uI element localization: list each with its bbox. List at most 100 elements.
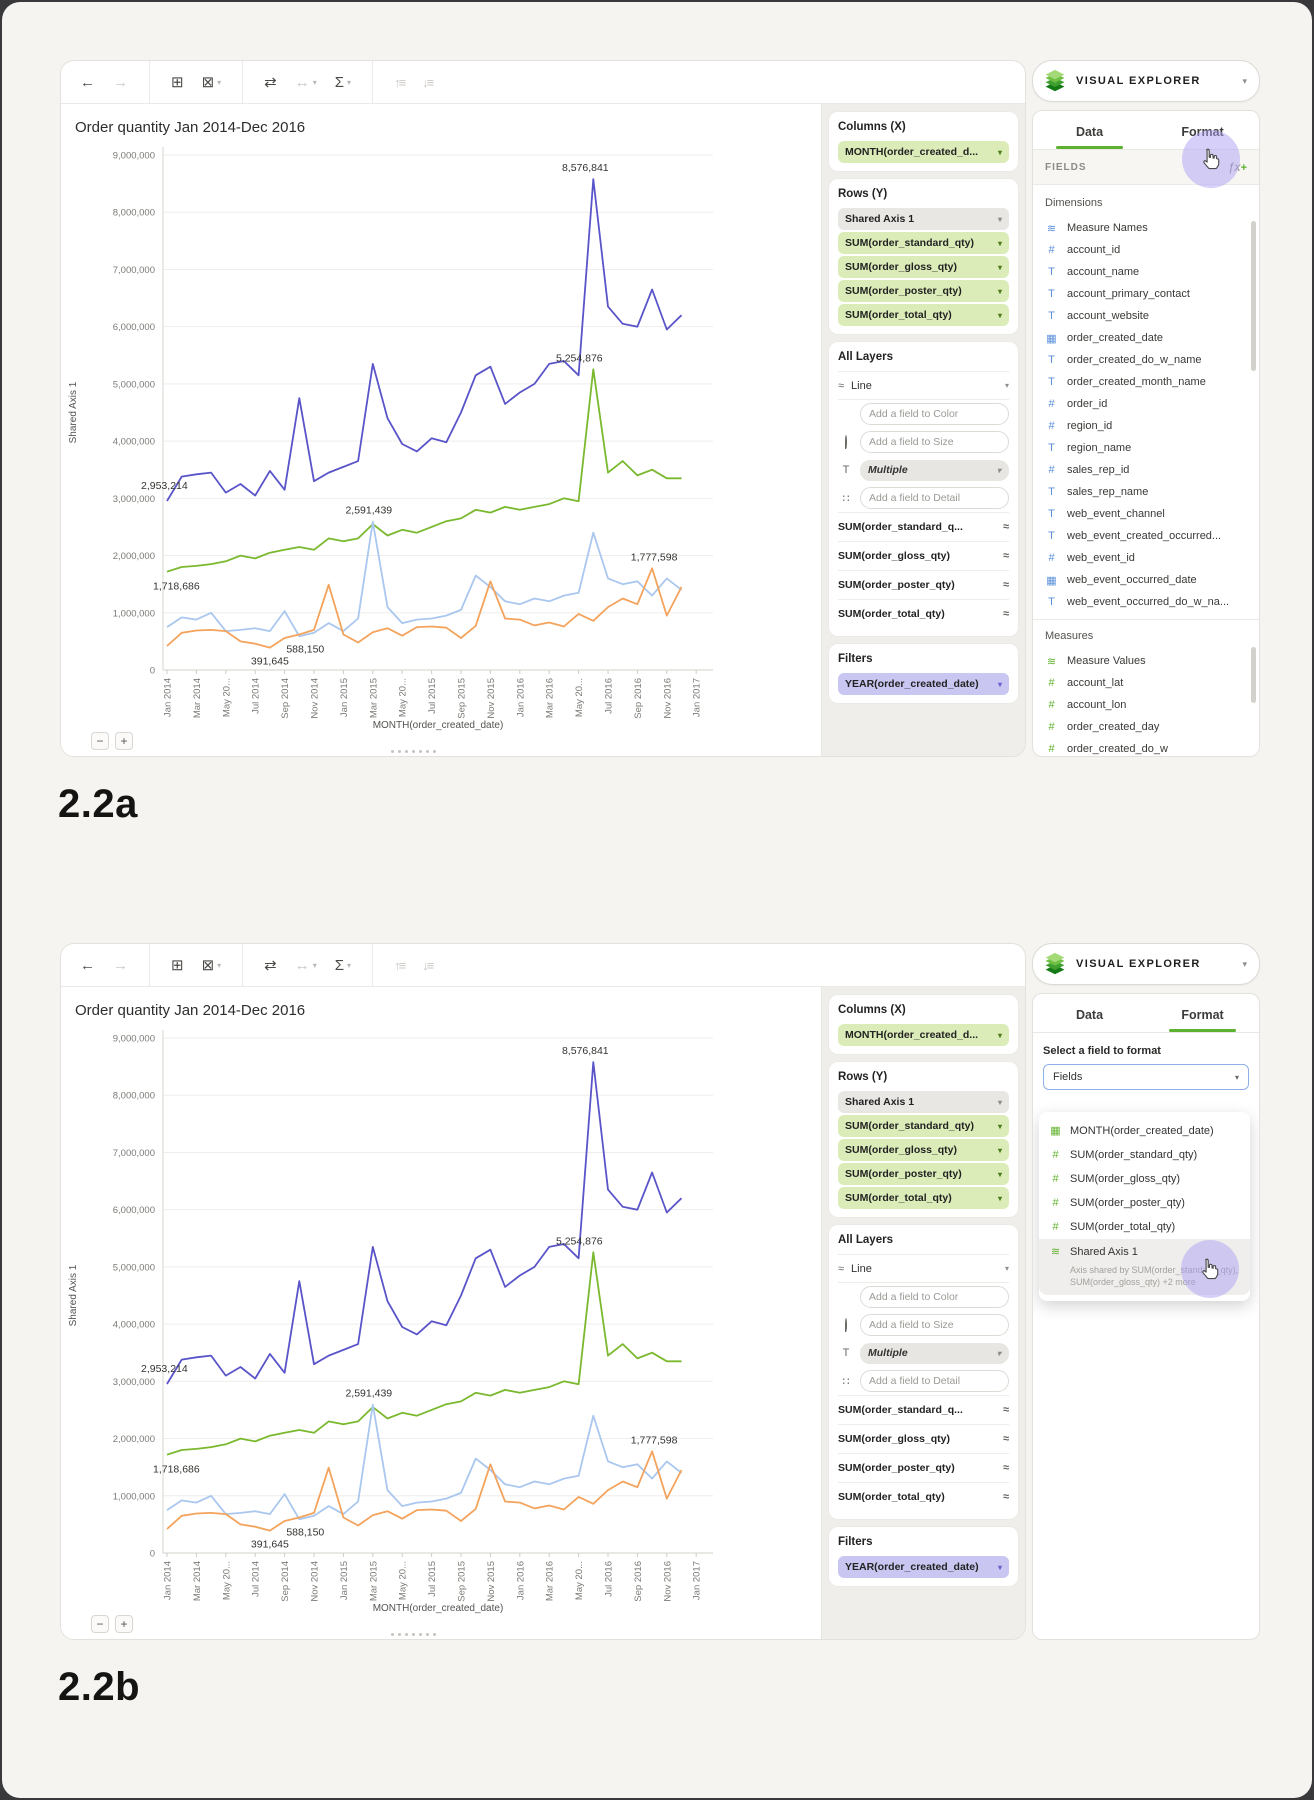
field-item-order-created-day[interactable]: # order_created_day — [1045, 716, 1247, 738]
visual-explorer-button[interactable]: VISUAL EXPLORER ▾ — [1032, 60, 1260, 102]
field-format-select[interactable]: Fields ▾ — [1043, 1064, 1249, 1090]
add-calculated-field-icon[interactable]: ƒx+ — [1227, 160, 1247, 174]
series-order_poster_qty[interactable] — [166, 1450, 683, 1532]
shelf-pill-month-order-created-d[interactable]: MONTH(order_created_d... ▾ — [838, 1024, 1009, 1046]
field-item-measure-names[interactable]: ≋ Measure Names — [1045, 217, 1247, 239]
menu-item-sum-order-gloss-qty[interactable]: # SUM(order_gloss_qty) — [1039, 1167, 1250, 1191]
menu-item-sum-order-standard-qty[interactable]: # SUM(order_standard_qty) — [1039, 1143, 1250, 1167]
shelf-pill-sum-order-standard-qty[interactable]: SUM(order_standard_qty) ▾ — [838, 232, 1009, 254]
text-field-pill[interactable]: Multiple ▾ — [860, 1342, 1009, 1364]
order-quantity-line-chart[interactable]: 0 1,000,000 2,000,000 3,000,000 4,000,000 5,0… — [61, 1021, 821, 1633]
tab-data[interactable]: Data — [1075, 1008, 1104, 1022]
menu-item-sum-order-total-qty[interactable]: # SUM(order_total_qty) — [1039, 1215, 1250, 1239]
field-item-order-created-date[interactable]: ▦ order_created_date — [1045, 327, 1247, 349]
shelf-pill-sum-order-gloss-qty[interactable]: SUM(order_gloss_qty) ▾ — [838, 1139, 1009, 1161]
measure-row-sum-order-standard-q[interactable]: SUM(order_standard_q... ≈ — [838, 1395, 1009, 1424]
zoom-out-button[interactable]: − — [91, 732, 109, 750]
series-order_poster_qty[interactable] — [166, 567, 683, 649]
menu-item-sum-order-poster-qty[interactable]: # SUM(order_poster_qty) — [1039, 1191, 1250, 1215]
series-order_gloss_qty[interactable] — [166, 520, 683, 638]
field-item-measure-values[interactable]: ≋ Measure Values — [1045, 650, 1247, 672]
shelf-pill-year-order-created-date[interactable]: YEAR(order_created_date) ▾ — [838, 673, 1009, 695]
series-order_standard_qty[interactable] — [166, 1251, 682, 1456]
shelf-pill-month-order-created-d[interactable]: MONTH(order_created_d... ▾ — [838, 141, 1009, 163]
shelf-pill-sum-order-gloss-qty[interactable]: SUM(order_gloss_qty) ▾ — [838, 256, 1009, 278]
measure-row-sum-order-poster-qty[interactable]: SUM(order_poster_qty) ≈ — [838, 1453, 1009, 1482]
visual-explorer-button[interactable]: VISUAL EXPLORER ▾ — [1032, 943, 1260, 985]
dimensions-scrollbar[interactable] — [1251, 221, 1256, 371]
tab-format[interactable]: Format — [1146, 994, 1259, 1032]
measure-row-sum-order-standard-q[interactable]: SUM(order_standard_q... ≈ — [838, 512, 1009, 541]
zoom-in-button[interactable]: + — [115, 732, 133, 750]
field-item-account-lon[interactable]: # account_lon — [1045, 694, 1247, 716]
field-item-web-event-occurred-date[interactable]: ▦ web_event_occurred_date — [1045, 569, 1247, 591]
detail-field-input[interactable]: Add a field to Detail — [860, 487, 1009, 509]
clear-chart-icon[interactable]: ⊠ ▾ — [193, 944, 231, 986]
aggregate-icon[interactable]: Σ ▾ — [326, 61, 360, 103]
field-item-order-id[interactable]: # order_id — [1045, 393, 1247, 415]
measure-row-sum-order-gloss-qty[interactable]: SUM(order_gloss_qty) ≈ — [838, 541, 1009, 570]
series-order_total_qty[interactable] — [166, 178, 683, 502]
detail-field-input[interactable]: Add a field to Detail — [860, 1370, 1009, 1392]
series-order_standard_qty[interactable] — [166, 368, 682, 573]
mark-type-select[interactable]: ≈ Line ▾ — [838, 371, 1009, 400]
text-field-pill[interactable]: Multiple ▾ — [860, 459, 1009, 481]
measure-row-sum-order-total-qty[interactable]: SUM(order_total_qty) ≈ — [838, 599, 1009, 628]
field-name: Measure Values — [1067, 655, 1146, 667]
field-item-web-event-id[interactable]: # web_event_id — [1045, 547, 1247, 569]
shelf-pill-sum-order-poster-qty[interactable]: SUM(order_poster_qty) ▾ — [838, 280, 1009, 302]
scroll-indicator[interactable] — [391, 750, 436, 753]
size-field-input[interactable]: Add a field to Size — [860, 1314, 1009, 1336]
size-field-input[interactable]: Add a field to Size — [860, 431, 1009, 453]
layer-row-color: Add a field to Color — [838, 1283, 1009, 1311]
shelf-pill-shared-axis-1[interactable]: Shared Axis 1 ▾ — [838, 1091, 1009, 1113]
field-item-region-id[interactable]: # region_id — [1045, 415, 1247, 437]
duplicate-chart-icon[interactable]: ⊞ — [162, 61, 193, 103]
tab-format[interactable]: Format — [1181, 125, 1224, 139]
duplicate-chart-icon[interactable]: ⊞ — [162, 944, 193, 986]
color-field-input[interactable]: Add a field to Color — [860, 1286, 1009, 1308]
field-name: order_created_month_name — [1067, 376, 1206, 388]
back-icon[interactable]: ← — [71, 61, 104, 103]
shelf-pill-year-order-created-date[interactable]: YEAR(order_created_date) ▾ — [838, 1556, 1009, 1578]
clear-chart-icon[interactable]: ⊠ ▾ — [193, 61, 231, 103]
menu-item-month-order-created-date[interactable]: ▦ MONTH(order_created_date) — [1039, 1118, 1250, 1143]
back-icon[interactable]: ← — [71, 944, 104, 986]
field-item-order-created-do-w[interactable]: # order_created_do_w — [1045, 738, 1247, 756]
series-order_gloss_qty[interactable] — [166, 1403, 683, 1521]
scroll-indicator[interactable] — [391, 1633, 436, 1636]
color-field-input[interactable]: Add a field to Color — [860, 403, 1009, 425]
field-item-account-id[interactable]: # account_id — [1045, 239, 1247, 261]
mark-type-select[interactable]: ≈ Line ▾ — [838, 1254, 1009, 1283]
swap-axes-icon[interactable]: ⇄ — [255, 944, 286, 986]
order-quantity-line-chart[interactable]: 0 1,000,000 2,000,000 3,000,000 4,000,000 5,0… — [61, 138, 821, 750]
measure-row-sum-order-total-qty[interactable]: SUM(order_total_qty) ≈ — [838, 1482, 1009, 1511]
zoom-out-button[interactable]: − — [91, 1615, 109, 1633]
measure-row-sum-order-poster-qty[interactable]: SUM(order_poster_qty) ≈ — [838, 570, 1009, 599]
field-item-sales-rep-id[interactable]: # sales_rep_id — [1045, 459, 1247, 481]
aggregate-icon[interactable]: Σ ▾ — [326, 944, 360, 986]
measures-scrollbar[interactable] — [1251, 647, 1256, 703]
menu-item-shared-axis-1[interactable]: ≋ Shared Axis 1 — [1039, 1239, 1250, 1264]
series-order_total_qty[interactable] — [166, 1061, 683, 1385]
shelf-pill-sum-order-total-qty[interactable]: SUM(order_total_qty) ▾ — [838, 1187, 1009, 1209]
shelf-pill-shared-axis-1[interactable]: Shared Axis 1 ▾ — [838, 208, 1009, 230]
tab-data[interactable]: Data — [1033, 111, 1146, 149]
shelf-pill-sum-order-standard-qty[interactable]: SUM(order_standard_qty) ▾ — [838, 1115, 1009, 1137]
measure-row-sum-order-gloss-qty[interactable]: SUM(order_gloss_qty) ≈ — [838, 1424, 1009, 1453]
shelf-pill-sum-order-total-qty[interactable]: SUM(order_total_qty) ▾ — [838, 304, 1009, 326]
shelf-pill-sum-order-poster-qty[interactable]: SUM(order_poster_qty) ▾ — [838, 1163, 1009, 1185]
swap-axes-icon[interactable]: ⇄ — [255, 61, 286, 103]
zoom-in-button[interactable]: + — [115, 1615, 133, 1633]
field-item-account-lat[interactable]: # account_lat — [1045, 672, 1247, 694]
